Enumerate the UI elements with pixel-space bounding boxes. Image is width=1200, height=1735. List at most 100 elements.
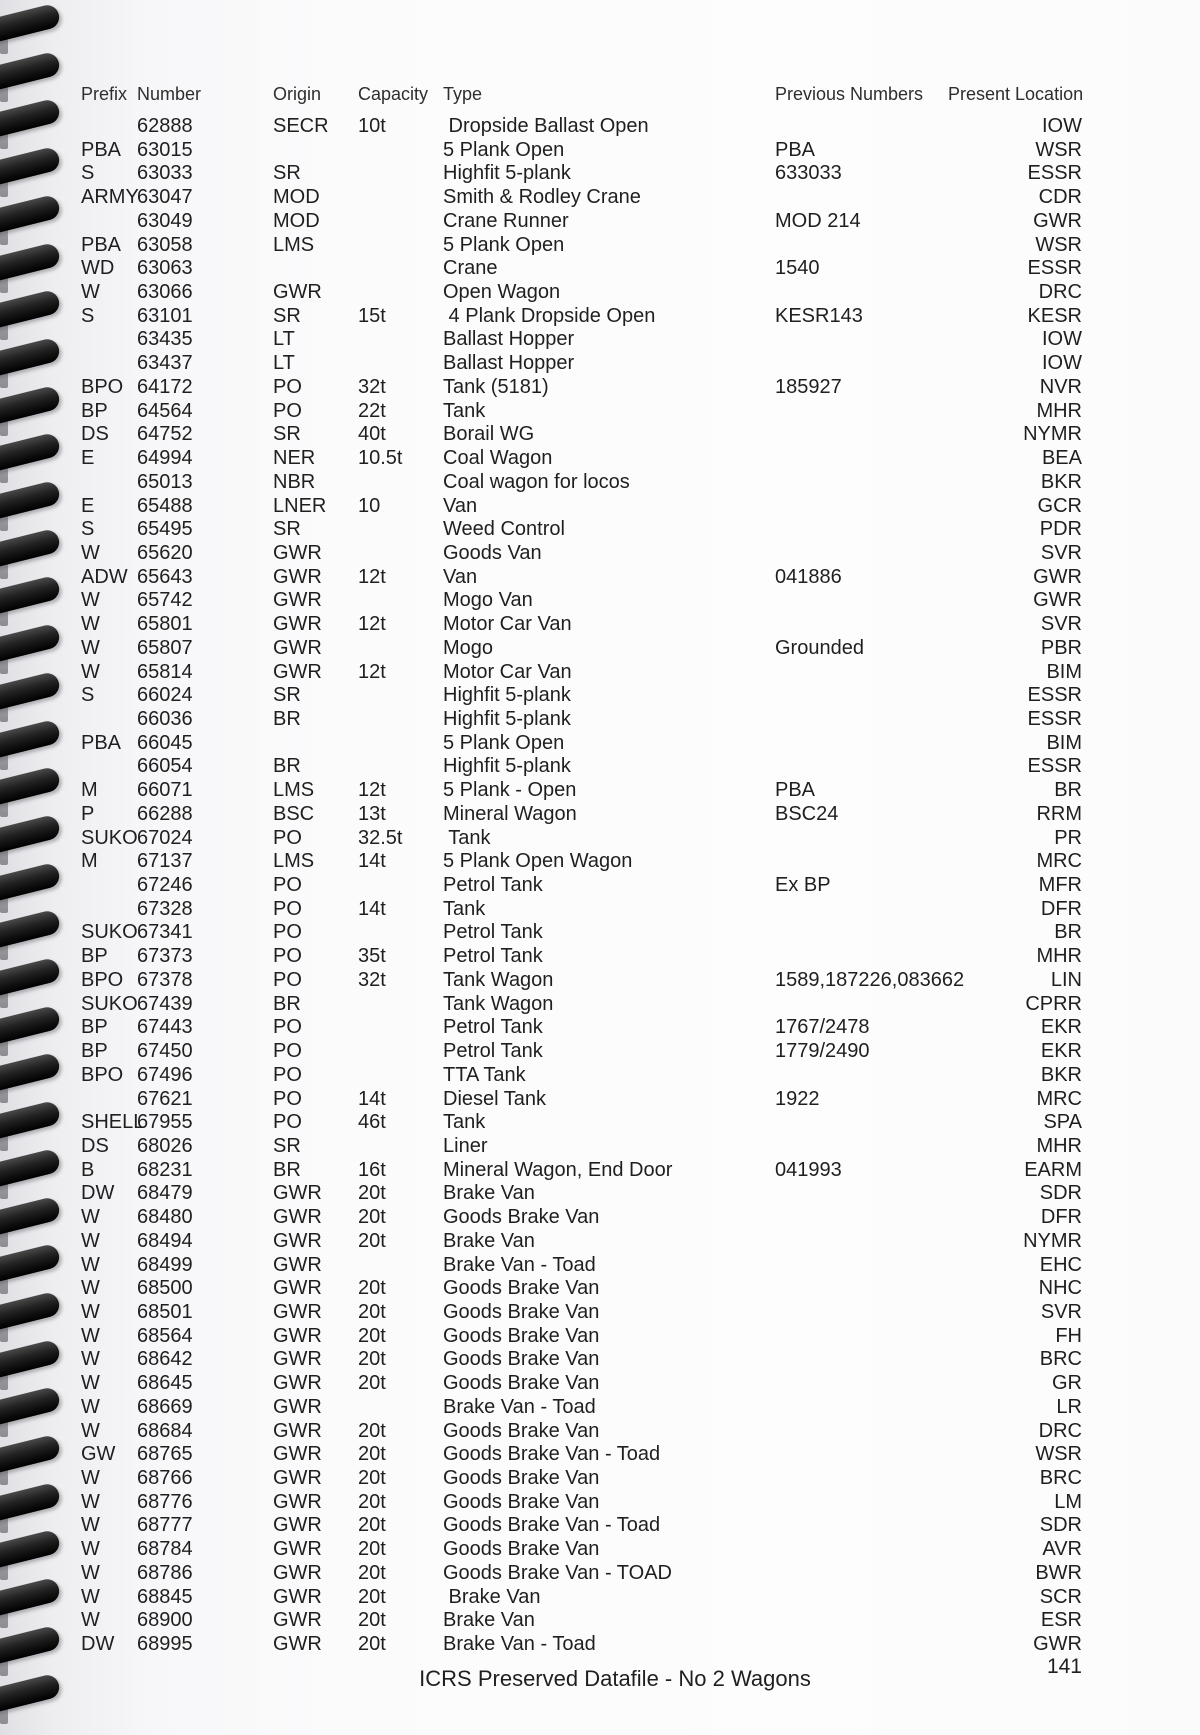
cell-number: 68564 bbox=[137, 1324, 193, 1347]
cell-prefix: W bbox=[81, 1372, 100, 1395]
cell-type: Ballast Hopper bbox=[443, 328, 575, 351]
cell-prefix: M bbox=[81, 850, 98, 873]
cell-type: Goods Brake Van bbox=[443, 1419, 600, 1442]
spiral-binding-coil-back bbox=[0, 650, 8, 675]
cell-prefix: W bbox=[81, 541, 100, 564]
cell-prefix: W bbox=[81, 1514, 100, 1537]
cell-location: BRC bbox=[1039, 1348, 1082, 1371]
cell-prefix: W bbox=[81, 1229, 100, 1252]
cell-type: Mogo Van bbox=[443, 589, 533, 612]
cell-location: SDR bbox=[1039, 1514, 1082, 1537]
cell-type: Petrol Tank bbox=[443, 921, 543, 944]
cell-location: BKR bbox=[1040, 470, 1082, 493]
cell-capacity: 40t bbox=[358, 423, 386, 446]
cell-location: ESSR bbox=[1027, 684, 1082, 707]
column-header-origin: Origin bbox=[273, 84, 322, 104]
cell-location: WSR bbox=[1035, 1443, 1082, 1466]
table-row: 62888 SECR 10t Dropside Ballast Open IOW bbox=[0, 114, 1200, 138]
cell-location: LR bbox=[1056, 1395, 1082, 1418]
cell-origin: PO bbox=[273, 945, 302, 968]
table-row: 67246 PO Petrol Tank Ex BP MFR bbox=[0, 873, 1200, 897]
cell-origin: GWR bbox=[273, 1443, 322, 1466]
cell-location: ESSR bbox=[1027, 257, 1082, 280]
cell-capacity: 20t bbox=[358, 1514, 386, 1537]
table-row: ADW 65643 GWR 12t Van 041886 GWR bbox=[0, 565, 1200, 589]
cell-number: 68026 bbox=[137, 1134, 193, 1157]
cell-type: Crane bbox=[443, 257, 498, 280]
table-row: W 68642 GWR 20t Goods Brake Van BRC bbox=[0, 1347, 1200, 1371]
cell-location: PR bbox=[1054, 826, 1082, 849]
table-row: W 68564 GWR 20t Goods Brake Van FH bbox=[0, 1324, 1200, 1348]
cell-number: 66036 bbox=[137, 708, 193, 730]
table-row: BP 64564 PO 22t Tank MHR bbox=[0, 399, 1200, 423]
cell-origin: PO bbox=[273, 399, 302, 422]
cell-capacity: 20t bbox=[358, 1229, 386, 1252]
cell-prefix: W bbox=[81, 1301, 100, 1323]
column-header-prefix: Prefix bbox=[81, 84, 128, 104]
spiral-binding-coil-back bbox=[0, 220, 8, 245]
cell-location: AVR bbox=[1042, 1538, 1082, 1561]
table-row: W 68766 GWR 20t Goods Brake Van BRC bbox=[0, 1466, 1200, 1490]
spiral-binding-coil-back bbox=[0, 316, 8, 341]
cell-origin: BR bbox=[273, 755, 301, 778]
cell-capacity: 22t bbox=[358, 399, 386, 422]
cell-location: NYMR bbox=[1023, 1229, 1082, 1252]
cell-number: 64994 bbox=[137, 447, 193, 470]
table-row: W 68501 GWR 20t Goods Brake Van SVR bbox=[0, 1300, 1200, 1324]
table-row: DS 68026 SR Liner MHR bbox=[0, 1134, 1200, 1158]
cell-location: NVR bbox=[1039, 375, 1082, 398]
cell-origin: PO bbox=[273, 1111, 302, 1134]
cell-prefix: W bbox=[81, 1538, 100, 1561]
cell-location: WSR bbox=[1035, 138, 1082, 161]
spiral-binding-coil-back bbox=[0, 1079, 8, 1104]
cell-origin: LNER bbox=[273, 494, 327, 517]
cell-origin: GWR bbox=[273, 660, 322, 683]
cell-prefix: SUKO bbox=[81, 826, 138, 849]
cell-type: Dropside Ballast Open bbox=[443, 115, 649, 137]
cell-location: RRM bbox=[1036, 802, 1082, 825]
cell-prefix: W bbox=[81, 1490, 100, 1513]
spiral-binding-coil-back bbox=[0, 268, 8, 293]
cell-previous: 1589,187226,083662 bbox=[775, 968, 965, 991]
cell-origin: LT bbox=[273, 328, 295, 351]
cell-number: 68231 bbox=[137, 1158, 193, 1181]
cell-origin: GWR bbox=[273, 1633, 322, 1656]
cell-prefix: M bbox=[81, 779, 98, 802]
cell-origin: PO bbox=[273, 826, 302, 849]
cell-origin: GWR bbox=[273, 1467, 322, 1490]
cell-type: Liner bbox=[443, 1134, 488, 1157]
table-row: E 64994 NER 10.5t Coal Wagon BEA bbox=[0, 446, 1200, 470]
cell-prefix: S bbox=[81, 684, 95, 707]
cell-origin: GWR bbox=[273, 1182, 322, 1205]
cell-capacity: 15t bbox=[358, 304, 386, 327]
cell-origin: GWR bbox=[273, 1419, 322, 1442]
cell-type: Goods Brake Van bbox=[443, 1538, 600, 1561]
table-row: W 65807 GWR Mogo Grounded PBR bbox=[0, 636, 1200, 660]
cell-type: Tank bbox=[443, 826, 491, 849]
cell-location: MRC bbox=[1036, 850, 1082, 873]
table-row: S 63033 SR Highfit 5-plank 633033 ESSR bbox=[0, 161, 1200, 185]
cell-number: 65801 bbox=[137, 613, 193, 636]
cell-number: 65643 bbox=[137, 565, 193, 588]
cell-type: 5 Plank Open bbox=[443, 233, 565, 256]
cell-number: 67328 bbox=[137, 897, 193, 920]
cell-type: Petrol Tank bbox=[443, 1016, 543, 1039]
cell-type: Goods Brake Van bbox=[443, 1467, 600, 1490]
cell-previous: 1540 bbox=[775, 257, 820, 280]
spiral-binding-coil-back bbox=[0, 125, 8, 150]
table-row: WD 63063 Crane 1540 ESSR bbox=[0, 256, 1200, 280]
cell-capacity: 12t bbox=[358, 779, 386, 802]
cell-number: 63033 bbox=[137, 162, 193, 185]
table-row: S 65495 SR Weed Control PDR bbox=[0, 517, 1200, 541]
table-row: SUKO 67439 BR Tank Wagon CPRR bbox=[0, 992, 1200, 1016]
cell-prefix: W bbox=[81, 1609, 100, 1632]
cell-type: Mineral Wagon, End Door bbox=[443, 1158, 673, 1181]
cell-location: EARM bbox=[1024, 1158, 1082, 1181]
cell-capacity: 20t bbox=[358, 1538, 386, 1561]
cell-type: Tank bbox=[443, 399, 486, 422]
cell-previous: PBA bbox=[775, 779, 816, 802]
cell-capacity: 10t bbox=[358, 115, 386, 137]
spiral-binding-coil-back bbox=[0, 30, 8, 54]
cell-number: 64752 bbox=[137, 423, 193, 446]
